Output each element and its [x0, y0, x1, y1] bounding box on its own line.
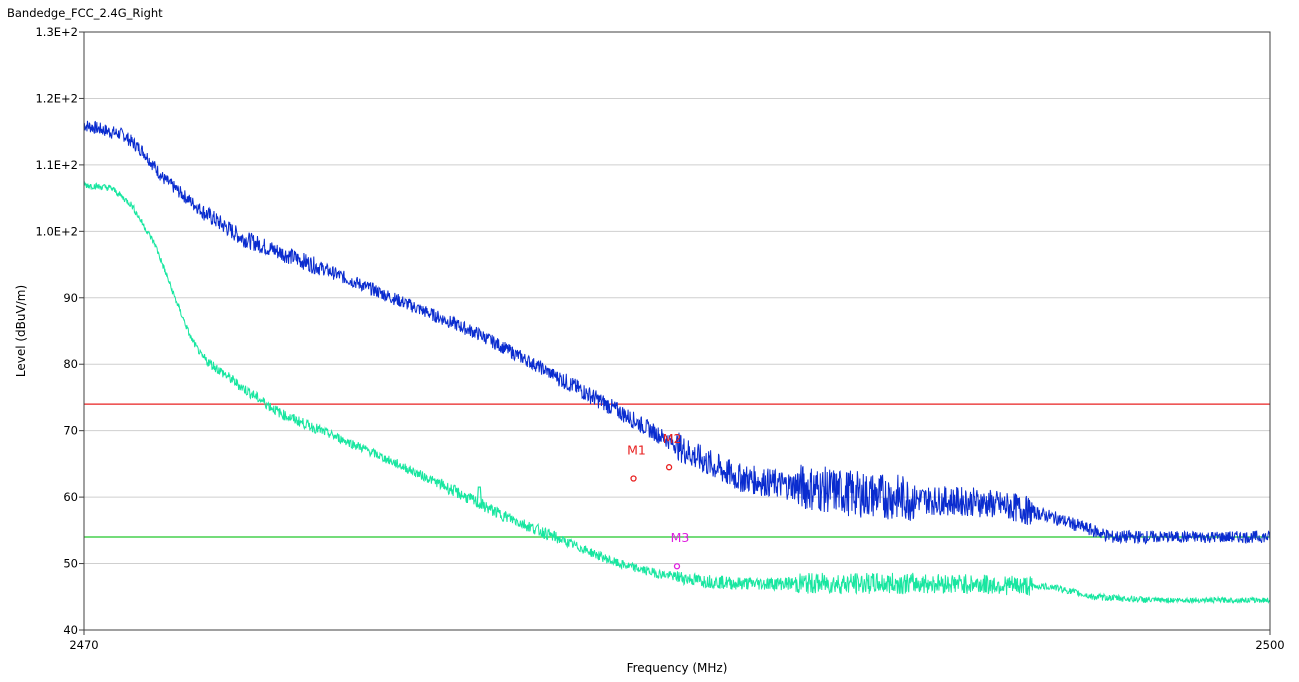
y-axis-ticks: 1.3E+2 1.2E+2 1.1E+2 1.0E+2 90 80 70 60 50 40: [35, 25, 84, 637]
y-axis-label: Level (dBuV/m): [14, 285, 28, 377]
plot-frame: [83, 31, 1271, 631]
y-tick-label: 1.2E+2: [35, 91, 78, 105]
series-spike: [476, 486, 482, 504]
series-line-1: [83, 120, 1271, 545]
y-tick-label: 50: [63, 557, 78, 571]
y-tick-label: 80: [63, 357, 78, 371]
y-tick-label: 1.3E+2: [35, 25, 78, 39]
y-tick-label: 70: [63, 424, 78, 438]
x-axis-label: Frequency (MHz): [627, 661, 728, 675]
series-line-2: [83, 180, 1271, 605]
marker-label: M3: [671, 530, 690, 545]
y-tick-label: 1.0E+2: [35, 224, 78, 238]
markers: M1 M2 M3: [627, 431, 690, 570]
marker-label: M1: [627, 443, 646, 458]
y-tick-label: 40: [63, 623, 78, 637]
series-layer: [83, 120, 1271, 605]
y-tick-label: 60: [63, 490, 78, 504]
y-tick-label: 1.1E+2: [35, 158, 78, 172]
x-tick-label: 2470: [69, 638, 98, 652]
x-axis-ticks: 2470 2500: [69, 630, 1285, 652]
marker-point: [630, 475, 637, 482]
marker-point: [673, 563, 681, 570]
y-tick-label: 90: [63, 291, 78, 305]
limit-lines: [84, 403, 1270, 538]
x-tick-label: 2500: [1255, 638, 1284, 652]
marker-point: [665, 464, 673, 471]
chart-title: Bandedge_FCC_2.4G_Right: [7, 6, 163, 20]
marker-label: M2: [663, 431, 682, 446]
